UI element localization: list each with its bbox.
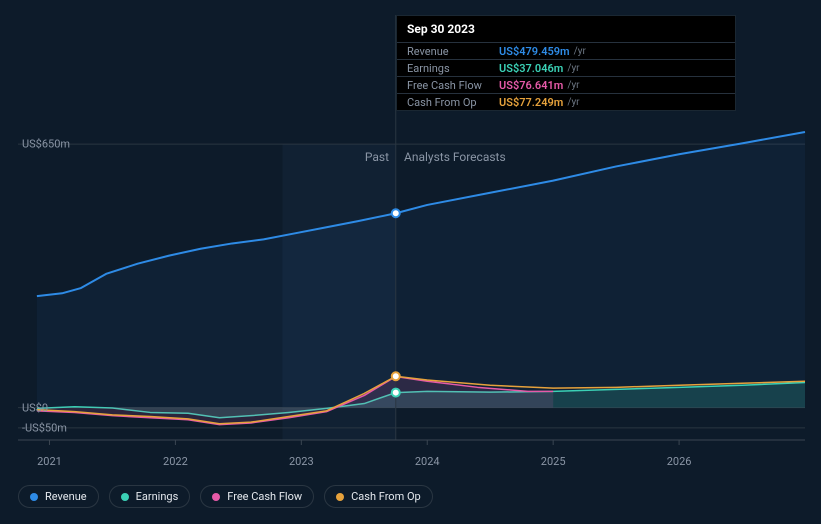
tooltip-row-unit: /yr xyxy=(567,97,579,108)
x-tick-label: 2025 xyxy=(541,455,566,468)
tooltip-row-label: Earnings xyxy=(407,62,499,75)
tooltip-row: Cash From OpUS$77.249m/yr xyxy=(397,93,735,110)
tooltip-row-label: Cash From Op xyxy=(407,96,499,109)
legend-swatch xyxy=(30,493,38,501)
legend-item-cfo[interactable]: Cash From Op xyxy=(324,485,433,508)
legend-label: Revenue xyxy=(45,490,87,503)
y-tick-label: US$650m xyxy=(22,138,70,151)
tooltip-row: EarningsUS$37.046m/yr xyxy=(397,59,735,76)
tooltip-row-value: US$479.459m xyxy=(499,45,570,58)
legend-swatch xyxy=(212,493,220,501)
x-tick-label: 2022 xyxy=(163,455,188,468)
financials-chart: Past Analysts Forecasts US$650m US$0 -US$5… xyxy=(0,0,821,524)
chart-legend: Revenue Earnings Free Cash Flow Cash From O… xyxy=(18,485,433,508)
x-tick-label: 2021 xyxy=(37,455,62,468)
tooltip-row-unit: /yr xyxy=(574,46,586,57)
y-tick-label: -US$50m xyxy=(22,421,67,434)
tooltip-row-value: US$76.641m xyxy=(499,79,563,92)
past-label: Past xyxy=(365,150,389,164)
legend-label: Free Cash Flow xyxy=(227,490,302,503)
y-tick-label: US$0 xyxy=(22,401,48,414)
x-tick-label: 2024 xyxy=(415,455,440,468)
tooltip-row-unit: /yr xyxy=(567,80,579,91)
legend-item-fcf[interactable]: Free Cash Flow xyxy=(200,485,314,508)
legend-label: Earnings xyxy=(136,490,179,503)
tooltip-row-label: Revenue xyxy=(407,45,499,58)
tooltip-row-value: US$77.249m xyxy=(499,96,563,109)
tooltip-row: RevenueUS$479.459m/yr xyxy=(397,42,735,59)
chart-tooltip: Sep 30 2023 RevenueUS$479.459m/yrEarning… xyxy=(396,15,736,111)
tooltip-row-value: US$37.046m xyxy=(499,62,563,75)
x-tick-label: 2026 xyxy=(667,455,692,468)
legend-label: Cash From Op xyxy=(351,490,421,503)
legend-item-earnings[interactable]: Earnings xyxy=(109,485,191,508)
tooltip-row-label: Free Cash Flow xyxy=(407,79,499,92)
legend-swatch xyxy=(336,493,344,501)
tooltip-date: Sep 30 2023 xyxy=(397,16,735,42)
legend-item-revenue[interactable]: Revenue xyxy=(18,485,99,508)
forecast-label: Analysts Forecasts xyxy=(404,150,506,164)
legend-swatch xyxy=(121,493,129,501)
x-tick-label: 2023 xyxy=(289,455,314,468)
tooltip-row-unit: /yr xyxy=(567,63,579,74)
tooltip-row: Free Cash FlowUS$76.641m/yr xyxy=(397,76,735,93)
